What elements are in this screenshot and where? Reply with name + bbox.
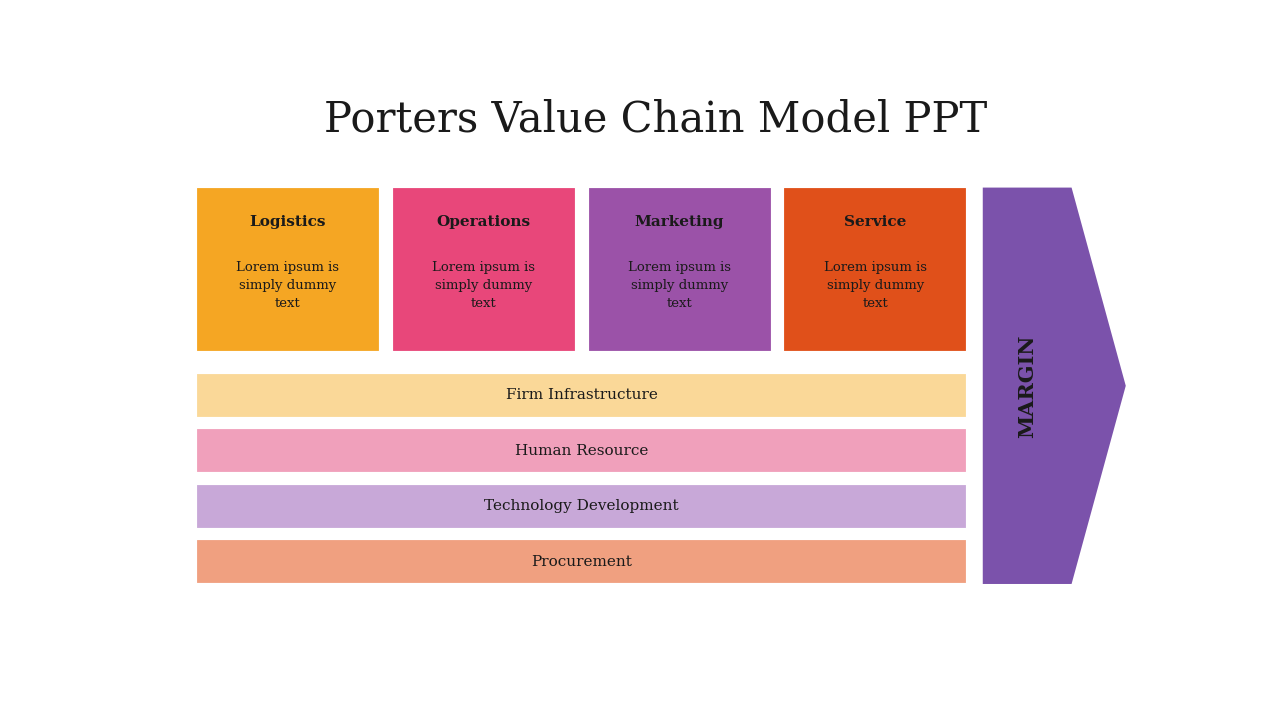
Text: Lorem ipsum is
simply dummy
text: Lorem ipsum is simply dummy text xyxy=(237,261,339,310)
FancyBboxPatch shape xyxy=(195,186,380,353)
Text: Human Resource: Human Resource xyxy=(515,444,648,458)
FancyBboxPatch shape xyxy=(195,372,969,419)
FancyBboxPatch shape xyxy=(195,539,969,585)
FancyBboxPatch shape xyxy=(586,186,773,353)
Text: Porters Value Chain Model PPT: Porters Value Chain Model PPT xyxy=(324,99,988,140)
FancyBboxPatch shape xyxy=(195,483,969,530)
FancyBboxPatch shape xyxy=(390,186,576,353)
Text: Logistics: Logistics xyxy=(250,215,326,229)
Text: Operations: Operations xyxy=(436,215,531,229)
FancyBboxPatch shape xyxy=(782,186,969,353)
Text: Lorem ipsum is
simply dummy
text: Lorem ipsum is simply dummy text xyxy=(628,261,731,310)
FancyBboxPatch shape xyxy=(195,428,969,474)
Text: Marketing: Marketing xyxy=(635,215,724,229)
Text: Technology Development: Technology Development xyxy=(484,500,678,513)
Text: Firm Infrastructure: Firm Infrastructure xyxy=(506,389,658,402)
Text: Lorem ipsum is
simply dummy
text: Lorem ipsum is simply dummy text xyxy=(433,261,535,310)
Text: Procurement: Procurement xyxy=(531,555,632,569)
Text: MARGIN: MARGIN xyxy=(1018,334,1037,438)
Text: Service: Service xyxy=(845,215,906,229)
Polygon shape xyxy=(982,186,1128,585)
Text: Lorem ipsum is
simply dummy
text: Lorem ipsum is simply dummy text xyxy=(824,261,927,310)
